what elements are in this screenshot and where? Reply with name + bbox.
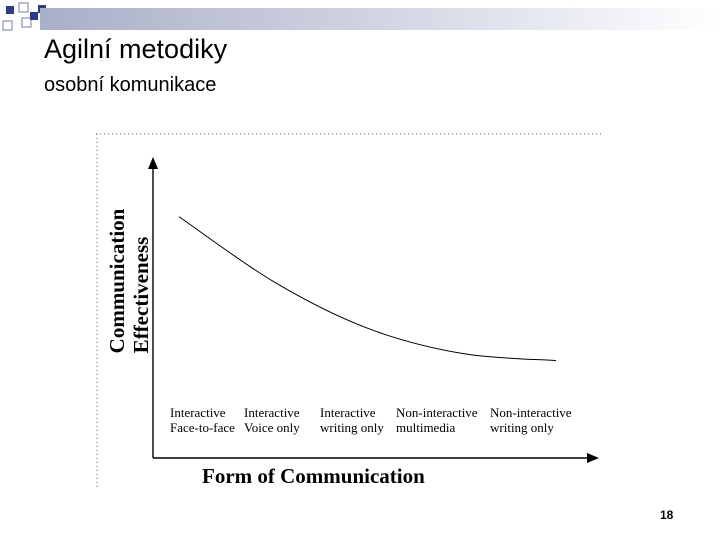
category-label-5-line1: Non-interactive [490, 405, 572, 420]
x-axis-arrow [587, 453, 599, 463]
category-label-3-line1: Interactive [320, 405, 376, 420]
y-axis-label-line1: Communication [105, 208, 129, 353]
page-number: 18 [660, 508, 674, 522]
square-dark-1 [6, 6, 14, 14]
square-dark-3 [30, 12, 38, 20]
y-axis-label-line2: Effectiveness [129, 237, 153, 354]
category-label-3-line2: writing only [320, 420, 384, 435]
communication-chart: Communication Effectiveness Form of Comm… [96, 133, 602, 489]
x-axis-label: Form of Communication [202, 464, 425, 488]
slide-subtitle: osobní komunikace [44, 74, 217, 96]
square-light-1 [18, 2, 29, 13]
y-axis-arrow [148, 157, 158, 169]
category-labels: InteractiveFace-to-faceInteractiveVoice … [170, 405, 572, 435]
header-gradient-bar [40, 8, 720, 30]
slide-title: Agilní metodiky [44, 34, 228, 64]
category-label-5-line2: writing only [490, 420, 554, 435]
square-light-2 [2, 20, 13, 31]
effectiveness-curve [178, 216, 557, 362]
category-label-1-line2: Face-to-face [170, 420, 235, 435]
category-label-2-line1: Interactive [244, 405, 300, 420]
category-label-4-line1: Non-interactive [396, 405, 478, 420]
square-light-3 [21, 17, 32, 28]
category-label-1-line1: Interactive [170, 405, 226, 420]
category-label-4-line2: multimedia [396, 420, 455, 435]
category-label-2-line2: Voice only [244, 420, 300, 435]
